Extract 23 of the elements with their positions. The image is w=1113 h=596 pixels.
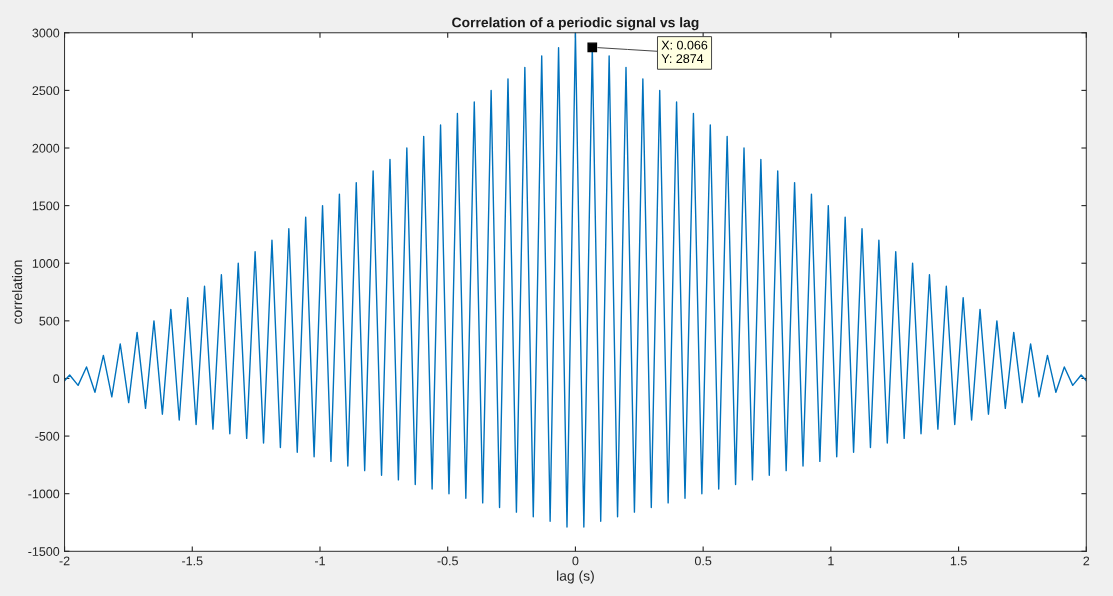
x-tick-label: 1 <box>828 556 834 566</box>
y-tick-label: 1500 <box>32 201 60 211</box>
chart-title: Correlation of a periodic signal vs lag <box>452 17 699 31</box>
x-axis-title: lag (s) <box>557 570 594 584</box>
y-tick-label: 1000 <box>32 259 60 268</box>
x-tick-label: -2 <box>59 556 70 566</box>
y-tick-label: -1000 <box>28 489 60 499</box>
x-tick-label: 0.5 <box>694 556 712 566</box>
y-tick-label: 0 <box>53 374 60 384</box>
annotation: X: 0.066 Y: 2874 <box>661 40 708 64</box>
y-axis-title: correlation <box>12 260 23 324</box>
y-tick-label: -1500 <box>28 547 60 556</box>
x-tick-label: 0 <box>572 556 579 566</box>
x-tick-label: -1.5 <box>182 556 203 566</box>
x-tick-label: -1 <box>314 556 325 566</box>
y-tick-label: -500 <box>35 431 60 441</box>
y-tick-label: 500 <box>39 316 60 326</box>
x-tick-label: 1.5 <box>950 556 967 566</box>
y-tick-label: 3000 <box>32 28 60 38</box>
y-tick-label: 2500 <box>32 86 60 96</box>
y-tick-label: 2000 <box>32 143 60 153</box>
x-tick-label: 2 <box>1083 556 1090 566</box>
x-tick-label: -0.5 <box>437 556 458 566</box>
